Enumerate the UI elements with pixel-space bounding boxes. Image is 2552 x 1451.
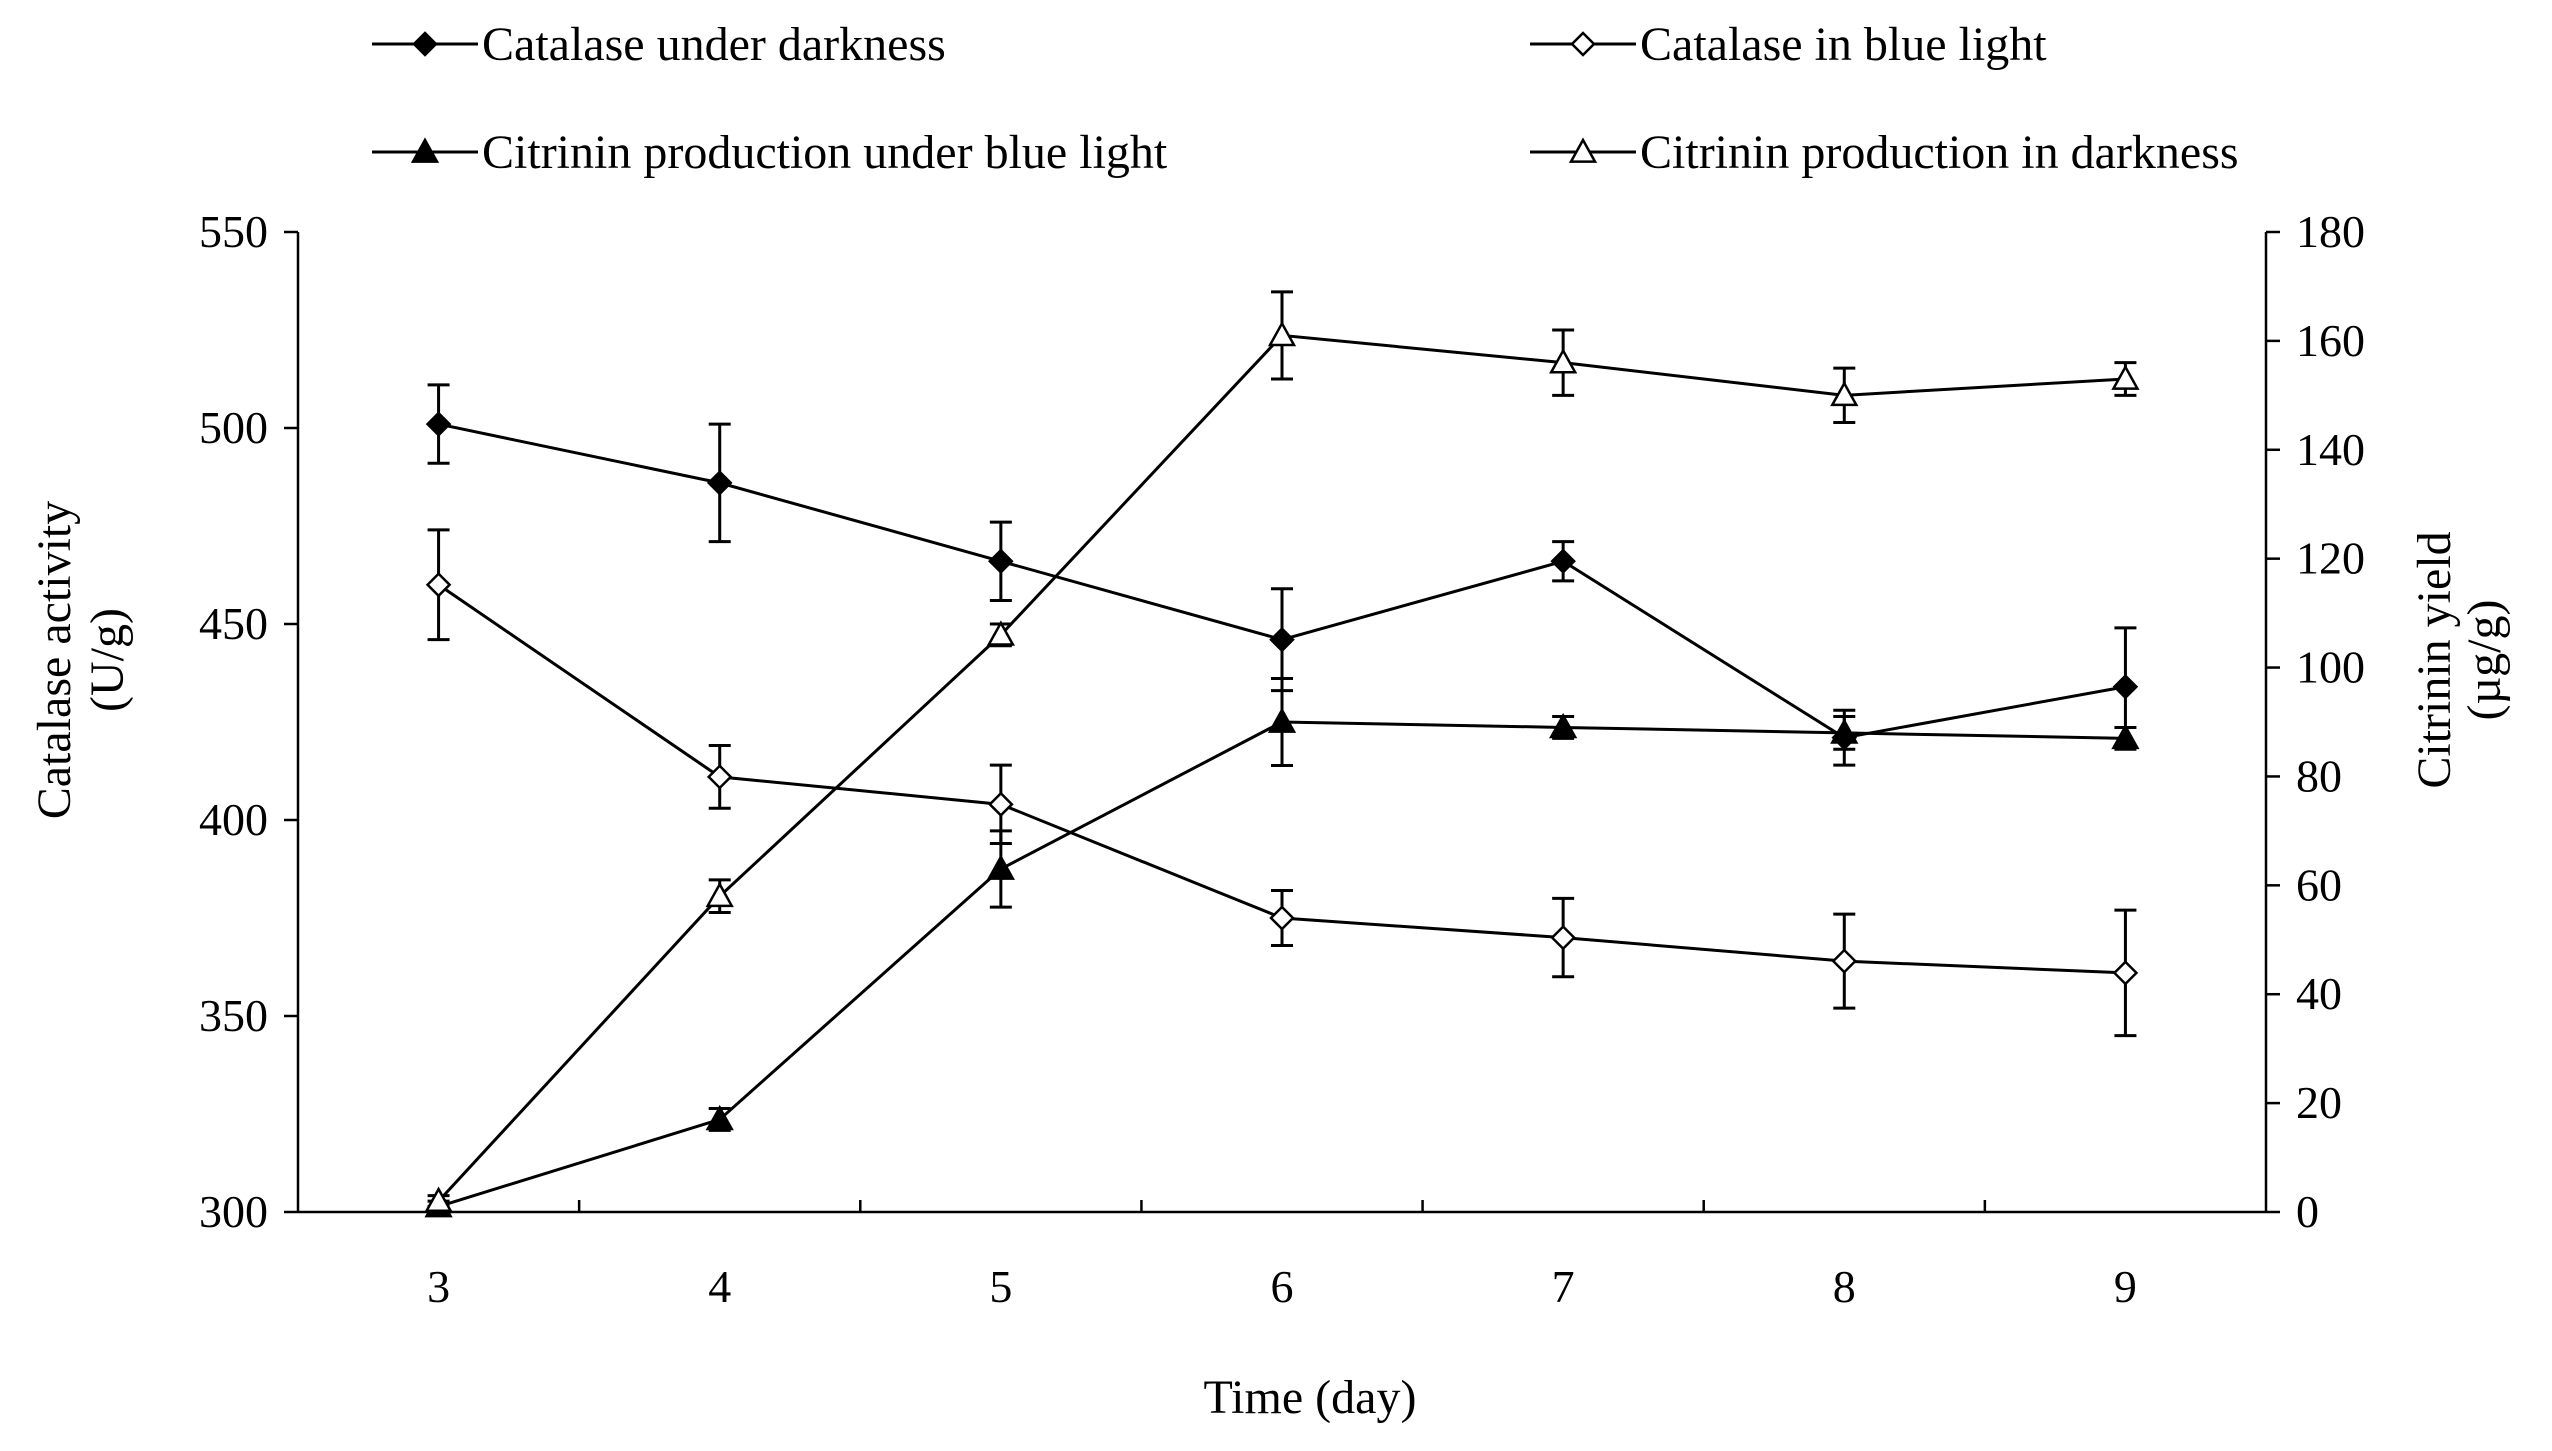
- data-point: [1269, 905, 1295, 931]
- y2-tick-label: 120: [2296, 533, 2365, 584]
- y-axis-title-line2: (U/g): [81, 608, 134, 712]
- axes: 300 350 400 450 500 550 0 20 40 60 80 100 120 140 160 1…: [199, 206, 2365, 1312]
- data-point: [412, 31, 438, 57]
- x-axis-title: Time (day): [1204, 1371, 1417, 1424]
- x-tick-label: 8: [1833, 1261, 1856, 1312]
- data-point: [1549, 712, 1578, 739]
- legend-item: Citrinin production under blue light: [372, 126, 1168, 179]
- data-point: [1267, 320, 1297, 347]
- y-tick-label: 400: [199, 794, 268, 845]
- data-point: [425, 572, 452, 598]
- y2-tick-label: 140: [2296, 424, 2365, 475]
- y-tick-label: 550: [199, 206, 268, 257]
- y2-tick-label: 80: [2296, 750, 2342, 801]
- data-point: [1267, 707, 1297, 733]
- legend-label: Citrinin production under blue light: [482, 126, 1168, 179]
- y2-axis-title-line1: Citrinin yield: [2408, 531, 2461, 788]
- series-lines: [424, 290, 2140, 1218]
- data-point: [1269, 626, 1295, 653]
- x-tick-label: 7: [1552, 1261, 1575, 1312]
- series: [425, 528, 2139, 1038]
- x-tick-label: 4: [708, 1261, 731, 1312]
- data-point: [2111, 364, 2140, 390]
- data-point: [1550, 548, 1576, 575]
- legend-label: Catalase under darkness: [482, 18, 946, 71]
- data-point: [1830, 718, 1859, 744]
- data-point: [1568, 137, 1598, 163]
- data-point: [988, 791, 1014, 818]
- data-point: [988, 548, 1014, 575]
- y2-tick-label: 20: [2296, 1077, 2342, 1128]
- y2-axis-title-line2: (µg/g): [2458, 600, 2511, 721]
- y-tick-label: 350: [199, 990, 268, 1041]
- legend-label: Catalase in blue light: [1640, 18, 2047, 71]
- x-tick-label: 9: [2114, 1261, 2137, 1312]
- x-tick-label: 3: [427, 1261, 450, 1312]
- data-point: [425, 411, 452, 437]
- data-point: [705, 1104, 734, 1131]
- y-tick-label: 450: [199, 598, 268, 649]
- data-point: [2112, 673, 2139, 700]
- legend-item: Citrinin production in darkness: [1530, 126, 2239, 179]
- data-point: [1570, 31, 1596, 57]
- data-point: [1550, 924, 1576, 951]
- data-point: [705, 881, 734, 908]
- series-line: [437, 333, 2126, 1203]
- data-point: [1549, 348, 1578, 374]
- y-tick-label: 300: [199, 1186, 268, 1237]
- data-point: [1830, 380, 1859, 407]
- y-axis-title-line1: Catalase activity: [28, 501, 81, 820]
- y2-tick-label: 0: [2296, 1186, 2319, 1237]
- x-tick-label: 5: [989, 1261, 1012, 1312]
- y2-tick-label: 60: [2296, 859, 2342, 910]
- y2-tick-label: 100: [2296, 642, 2365, 693]
- legend: Catalase under darkness Catalase in blue …: [372, 18, 2239, 179]
- data-point: [410, 137, 440, 163]
- legend-item: Catalase under darkness: [372, 18, 946, 71]
- data-point: [706, 764, 733, 790]
- data-point: [986, 854, 1015, 880]
- data-point: [424, 1186, 453, 1212]
- y2-tick-label: 160: [2296, 315, 2365, 366]
- legend-item: Catalase in blue light: [1530, 18, 2047, 71]
- series-line: [438, 720, 2126, 1208]
- y2-tick-label: 40: [2296, 968, 2342, 1019]
- data-point: [1831, 948, 1858, 974]
- x-tick-label: 6: [1271, 1261, 1294, 1312]
- data-point: [2111, 723, 2140, 750]
- data-point: [986, 620, 1015, 646]
- series: [424, 290, 2140, 1212]
- y-tick-label: 500: [199, 402, 268, 453]
- data-point: [2112, 960, 2139, 986]
- legend-label: Citrinin production in darkness: [1640, 126, 2239, 179]
- series: [424, 676, 2140, 1218]
- y2-tick-label: 180: [2296, 206, 2365, 257]
- data-point: [706, 470, 733, 496]
